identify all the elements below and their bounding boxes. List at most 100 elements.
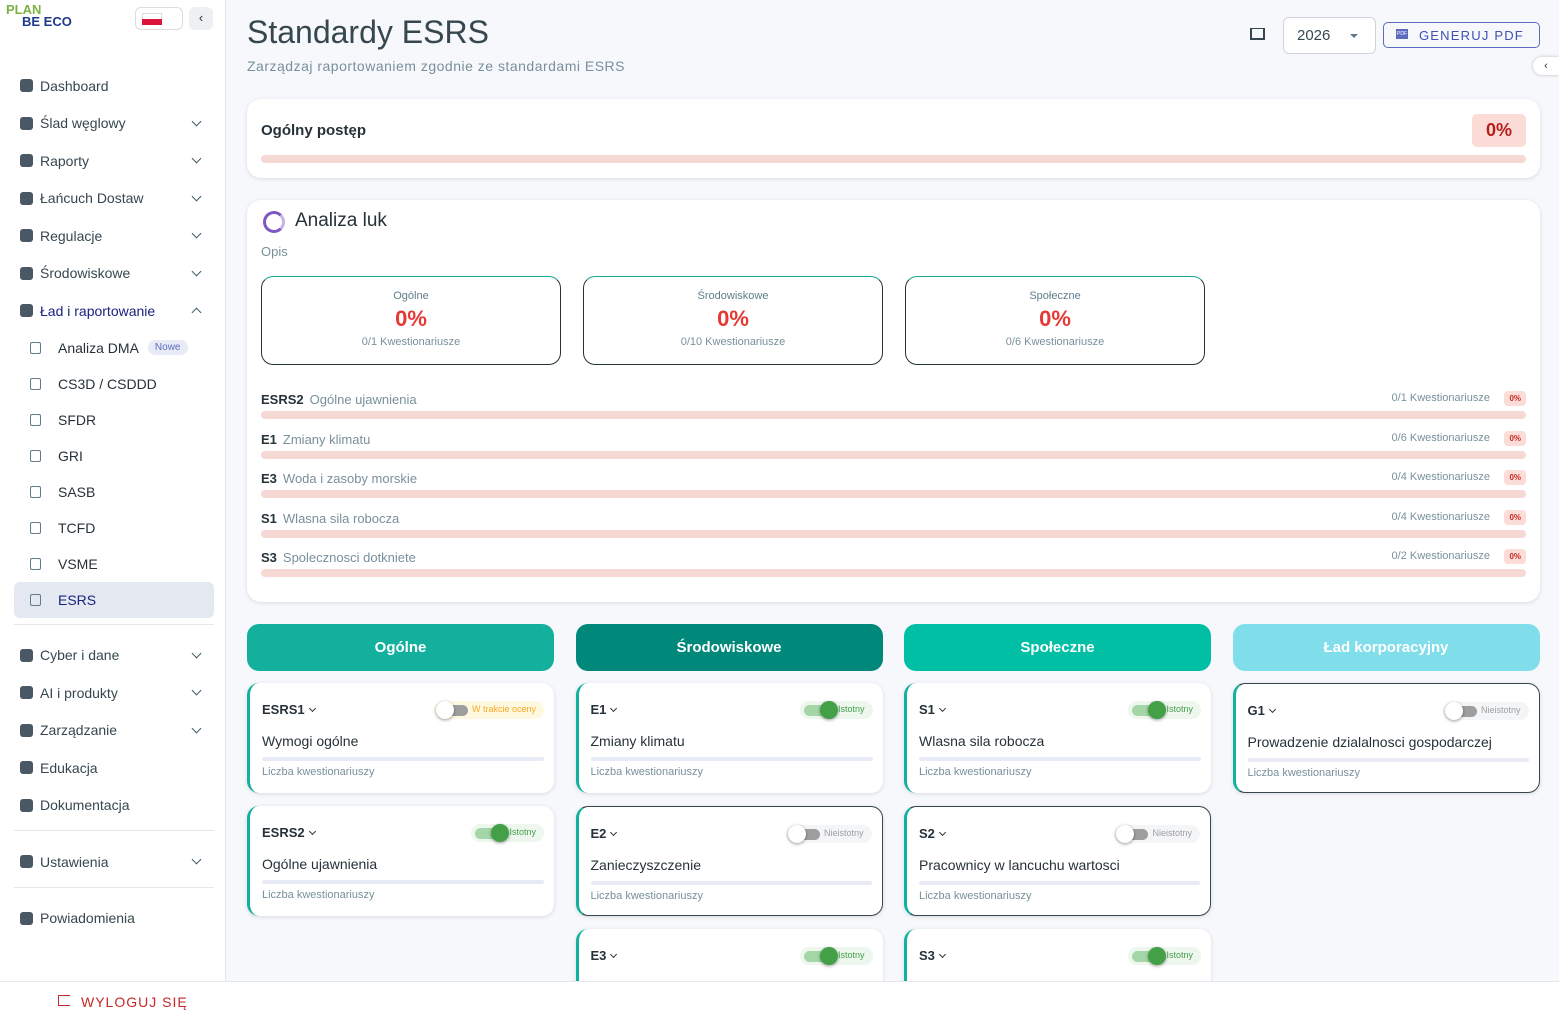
panel-tab[interactable]: ‹: [1533, 57, 1559, 75]
materiality-toggle[interactable]: Nieistotny: [1442, 702, 1529, 720]
toggle-status: Nieistotny: [1152, 828, 1192, 838]
materiality-toggle[interactable]: Nieistotny: [785, 825, 872, 843]
nav-item[interactable]: Raporty: [14, 142, 214, 180]
nav-icon: [30, 413, 41, 426]
nav-icon: [20, 304, 33, 317]
standard-card[interactable]: E3 Istotny: [575, 929, 883, 981]
toggle-status: W trakcie oceny: [471, 704, 536, 714]
toggle-status: Istotny: [837, 950, 865, 960]
nav-label: Ład i raportowanie: [40, 302, 156, 319]
guide-icon[interactable]: [1250, 28, 1265, 40]
gap-row: S1 Wlasna sila robocza 0/4 Kwestionariusze…: [261, 509, 1526, 540]
language-select[interactable]: [135, 7, 183, 30]
summary-value: 0%: [717, 306, 749, 331]
nav-label: Edukacja: [40, 759, 98, 776]
row-code: E1: [261, 431, 277, 447]
nav-subitem[interactable]: CS3D / CSDDD: [14, 366, 214, 402]
year-select[interactable]: 2026: [1283, 17, 1376, 54]
nav-item[interactable]: Dashboard: [14, 67, 214, 105]
page-subtitle: Zarządzaj raportowaniem zgodnie ze stand…: [247, 58, 626, 74]
logo[interactable]: PLAN BE ECO: [6, 2, 72, 28]
logout[interactable]: WYLOGUJ SIĘ: [0, 981, 1559, 1016]
standard-code[interactable]: E2: [591, 826, 617, 841]
nav-item[interactable]: Dokumentacja: [14, 787, 214, 825]
toggle-knob: [1148, 947, 1167, 965]
nav-arrow: [191, 723, 202, 733]
standard-card[interactable]: E2 Nieistotny Zanieczyszczenie Liczba kwest…: [575, 806, 883, 916]
nav-icon: [30, 557, 41, 570]
nav-item[interactable]: Ustawienia: [14, 843, 214, 881]
toggle-status: Istotny: [509, 827, 536, 837]
standard-bar: [262, 880, 544, 884]
nav-item[interactable]: AI i produkty: [14, 674, 214, 712]
nav-arrow: [191, 685, 202, 696]
nav-subitem[interactable]: SASB: [14, 474, 214, 510]
standard-card[interactable]: ESRS2 Istotny Ogólne ujawnienia Liczba kwes…: [247, 806, 554, 916]
standard-code[interactable]: S3: [919, 948, 945, 963]
gap-title: Analiza luk: [295, 210, 387, 231]
nav-item[interactable]: Powiadomienia: [14, 900, 214, 938]
nav-subitem[interactable]: GRI: [14, 438, 214, 474]
pdf-button[interactable]: PDF GENERUJ PDF: [1383, 22, 1540, 48]
nav-subitem[interactable]: TCFD: [14, 510, 214, 546]
standard-card[interactable]: S2 Nieistotny Pracownicy w lancuchu wartos…: [904, 806, 1211, 916]
row-count: 0/2 Kwestionariusze: [1391, 550, 1490, 562]
nav-subitem[interactable]: Analiza DMA Nowe: [14, 330, 214, 366]
logo-top: PLAN: [6, 2, 42, 17]
summary-label: Środowiskowe: [697, 290, 769, 302]
row-name: Zmiany klimatu: [282, 431, 371, 447]
column-header[interactable]: Społeczne: [904, 624, 1211, 671]
standard-bar: [590, 757, 873, 761]
column-header[interactable]: Ład korporacyjny: [1232, 624, 1540, 671]
nav-item[interactable]: Zarządzanie: [14, 712, 214, 750]
standard-code[interactable]: S1: [919, 702, 945, 717]
materiality-toggle[interactable]: Istotny: [799, 701, 873, 719]
nav-item[interactable]: Cyber i dane: [14, 637, 214, 675]
materiality-toggle[interactable]: W trakcie oceny: [433, 701, 544, 719]
standard-card[interactable]: S1 Istotny Wlasna sila robocza Liczba kwest…: [904, 683, 1211, 793]
materiality-toggle[interactable]: Istotny: [799, 947, 873, 965]
standard-code[interactable]: E3: [591, 948, 617, 963]
column-header[interactable]: Środowiskowe: [575, 624, 883, 671]
nav-badge: Nowe: [147, 340, 188, 355]
nav-item[interactable]: Regulacje: [14, 217, 214, 255]
nav-subitem[interactable]: SFDR: [14, 402, 214, 438]
standard-card[interactable]: S3 Istotny: [904, 929, 1211, 981]
row-count: 0/1 Kwestionariusze: [1391, 392, 1490, 404]
standard-code[interactable]: ESRS2: [262, 825, 315, 840]
row-code: ESRS2: [261, 392, 304, 407]
row-count: 0/4 Kwestionariusze: [1391, 510, 1490, 523]
column-header[interactable]: Ogólne: [247, 624, 554, 671]
page-title: Standardy ESRS: [247, 14, 489, 50]
toggle-track: [1132, 951, 1163, 962]
nav-item[interactable]: Łańcuch Dostaw: [14, 180, 214, 218]
standard-code[interactable]: S2: [919, 826, 945, 841]
nav-item[interactable]: Ład i raportowanie: [14, 292, 214, 330]
standard-code[interactable]: E1: [591, 702, 617, 717]
collapse-button[interactable]: ‹: [189, 7, 213, 30]
nav-arrow: [191, 854, 202, 865]
materiality-toggle[interactable]: Nieistotny: [1114, 825, 1200, 843]
standard-name: Prowadzenie dzialalnosci gospodarczej: [1247, 734, 1492, 750]
nav-item[interactable]: Edukacja: [14, 749, 214, 787]
nav-item[interactable]: Środowiskowe: [14, 255, 214, 293]
standard-code[interactable]: G1: [1248, 703, 1275, 718]
toggle-knob: [1116, 825, 1135, 843]
row-bar: [261, 450, 1526, 459]
standard-card[interactable]: G1 Nieistotny Prowadzenie dzialalnosci gos…: [1232, 683, 1540, 793]
standard-footer: Liczba kwestionariuszy: [590, 890, 704, 902]
standard-card[interactable]: E1 Istotny Zmiany klimatu Liczba kwestionar…: [575, 683, 883, 793]
gap-icon: [263, 211, 285, 233]
nav-subitem[interactable]: ESRS: [14, 581, 214, 618]
nav-arrow: [191, 648, 202, 658]
nav-subitem[interactable]: VSME: [14, 546, 214, 582]
nav-group: Cyber i dane AI i produkty Zarządzanie Eduk…: [14, 637, 214, 831]
standard-card[interactable]: ESRS1 W trakcie oceny Wymogi ogólne Liczba …: [247, 683, 554, 793]
standard-code[interactable]: ESRS1: [262, 702, 315, 717]
materiality-toggle[interactable]: Istotny: [471, 824, 544, 842]
nav-item[interactable]: Ślad węglowy: [14, 105, 214, 143]
materiality-toggle[interactable]: Istotny: [1128, 701, 1201, 719]
nav-label: TCFD: [58, 519, 96, 536]
row-name: Woda i zasoby morskie: [282, 471, 418, 486]
materiality-toggle[interactable]: Istotny: [1128, 947, 1201, 965]
